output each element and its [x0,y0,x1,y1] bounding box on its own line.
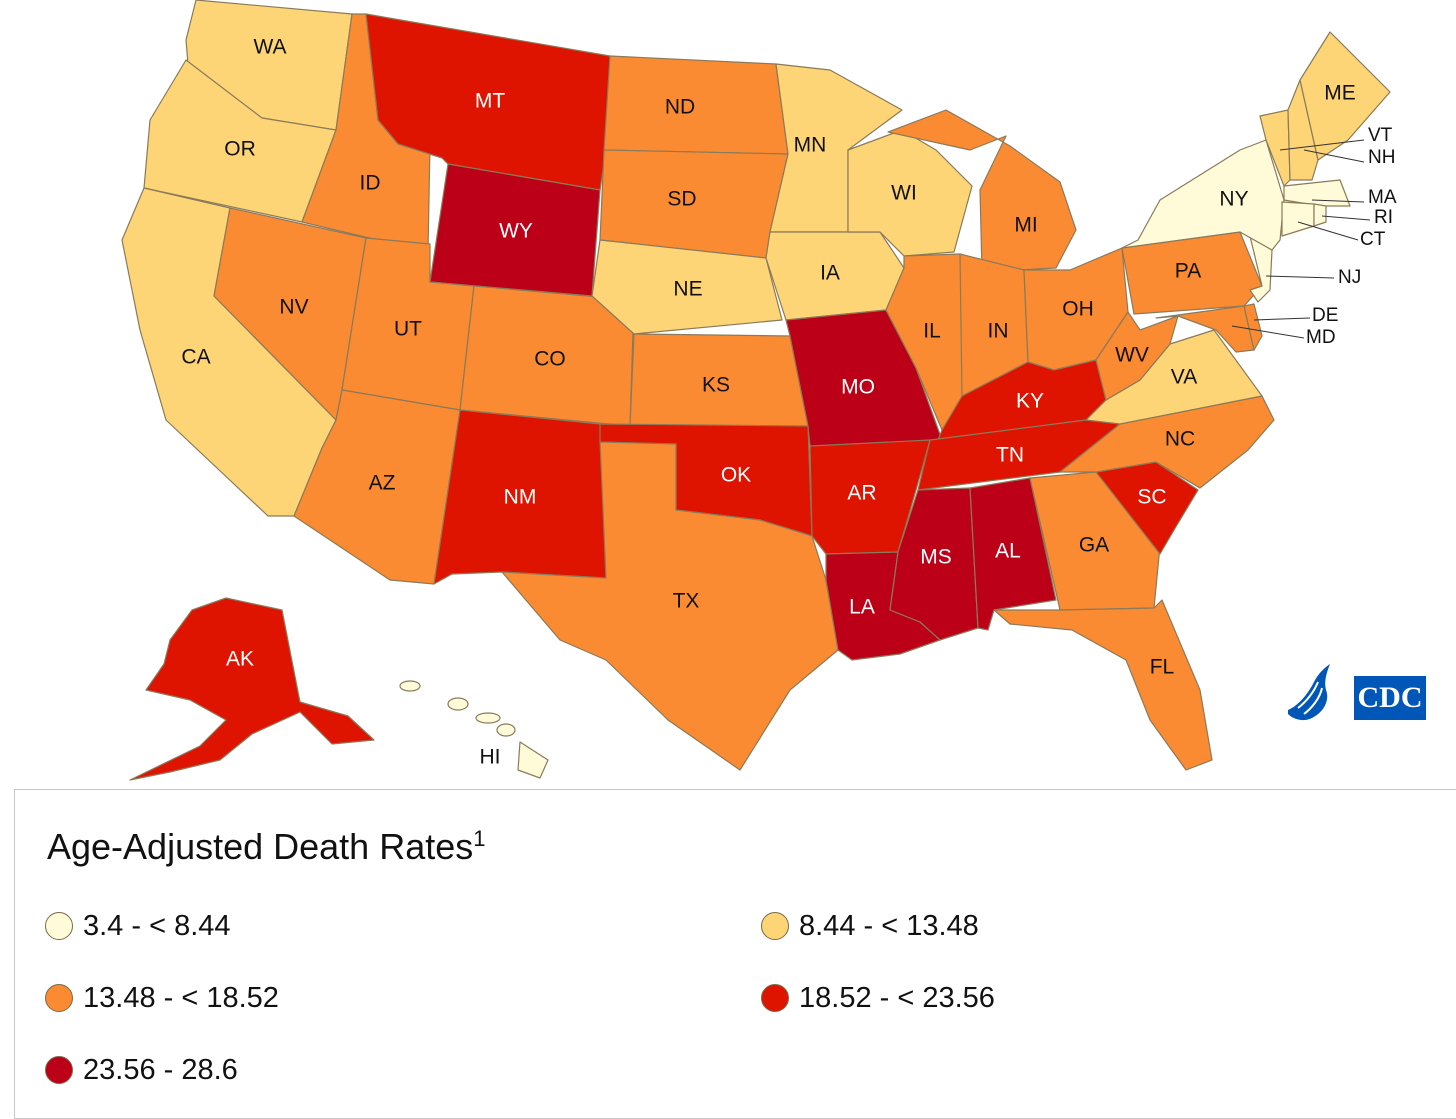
label-VT: VT [1368,125,1393,146]
label-ME: ME [1324,82,1356,105]
label-WV: WV [1115,344,1149,367]
legend-swatch [761,912,789,940]
label-NE: NE [673,278,702,301]
label-WI: WI [891,182,917,205]
label-HI: HI [480,746,501,769]
label-AZ: AZ [369,472,396,495]
state-GA[interactable] [1029,471,1161,611]
state-NY[interactable] [1121,139,1285,251]
hhs-eagle-icon [1288,664,1330,721]
label-NC: NC [1165,428,1195,451]
label-OK: OK [721,464,751,487]
legend-label: 23.56 - 28.6 [83,1053,238,1086]
label-AR: AR [847,482,876,505]
state-NH[interactable] [1287,79,1319,181]
label-NH: NH [1368,147,1395,168]
legend-item-1[interactable]: 3.4 - < 8.44 [45,906,231,946]
label-TN: TN [996,444,1024,467]
label-GA: GA [1079,534,1109,557]
label-PA: PA [1175,260,1201,283]
label-OR: OR [224,138,256,161]
label-NM: NM [504,486,537,509]
label-MA: MA [1368,187,1397,208]
label-CO: CO [534,348,566,371]
legend-item-5[interactable]: 23.56 - 28.6 [45,1050,238,1090]
legend-item-4[interactable]: 18.52 - < 23.56 [761,978,995,1018]
legend-panel: Age-Adjusted Death Rates1 3.4 - < 8.44 8… [14,789,1456,1119]
state-WV[interactable] [1095,311,1179,401]
label-AL: AL [995,540,1021,563]
state-RI[interactable] [1313,203,1327,227]
label-NY: NY [1219,188,1248,211]
label-LA: LA [849,596,875,619]
legend-item-2[interactable]: 8.44 - < 13.48 [761,906,979,946]
label-VA: VA [1171,366,1197,389]
state-VT[interactable] [1259,109,1291,187]
state-TX[interactable] [501,441,839,771]
legend-swatch [45,912,73,940]
label-DE: DE [1312,305,1338,326]
label-WY: WY [499,220,533,243]
state-NC[interactable] [1059,395,1275,489]
state-ND[interactable] [603,55,789,155]
label-MS: MS [920,546,952,569]
label-IN: IN [988,320,1009,343]
state-DE[interactable] [1243,303,1263,351]
label-WA: WA [253,36,286,59]
legend-item-3[interactable]: 13.48 - < 18.52 [45,978,279,1018]
label-ND: ND [665,96,695,119]
label-UT: UT [394,318,422,341]
leader-lines [1231,139,1371,339]
label-RI: RI [1374,207,1393,228]
label-CT: CT [1360,229,1386,250]
label-MT: MT [475,90,505,113]
legend-label: 8.44 - < 13.48 [799,909,979,942]
legend-footnote: 1 [473,826,486,851]
legend-title: Age-Adjusted Death Rates1 [47,826,486,868]
label-MO: MO [841,376,875,399]
label-SC: SC [1137,486,1166,509]
label-MD: MD [1306,327,1336,348]
state-HI[interactable] [399,680,549,779]
us-choropleth-map: WA OR CA ID NV MT WY UT AZ CO NM ND SD N… [121,0,1397,781]
cdc-logo-text: CDC [1358,681,1423,714]
state-CT[interactable] [1281,201,1315,237]
label-OH: OH [1062,298,1094,321]
legend-swatch [45,984,73,1012]
label-IL: IL [923,320,941,343]
state-AK[interactable] [129,597,375,781]
cdc-box [1354,676,1426,720]
state-labels: WA OR CA ID NV MT WY UT AZ CO NM ND SD N… [181,36,1396,769]
legend-label: 13.48 - < 18.52 [83,981,279,1014]
label-IA: IA [820,262,840,285]
label-ID: ID [360,172,381,195]
legend-label: 18.52 - < 23.56 [799,981,995,1014]
legend-label: 3.4 - < 8.44 [83,909,231,942]
state-MI[interactable] [887,109,1077,273]
state-NE[interactable] [591,239,783,335]
label-KS: KS [702,374,730,397]
state-MA[interactable] [1283,179,1351,207]
label-FL: FL [1150,656,1175,679]
label-CA: CA [181,346,210,369]
legend-title-text: Age-Adjusted Death Rates [47,826,474,867]
label-SD: SD [667,188,696,211]
state-ME[interactable] [1299,31,1391,161]
label-AK: AK [226,648,254,671]
state-FL[interactable] [993,599,1213,771]
label-MN: MN [794,134,827,157]
label-NV: NV [279,296,308,319]
label-NJ: NJ [1338,267,1361,288]
legend-swatch [45,1056,73,1084]
label-TX: TX [673,590,700,613]
legend-swatch [761,984,789,1012]
label-MI: MI [1014,214,1037,237]
label-KY: KY [1016,390,1044,413]
cdc-logo: CDC [1284,662,1430,728]
